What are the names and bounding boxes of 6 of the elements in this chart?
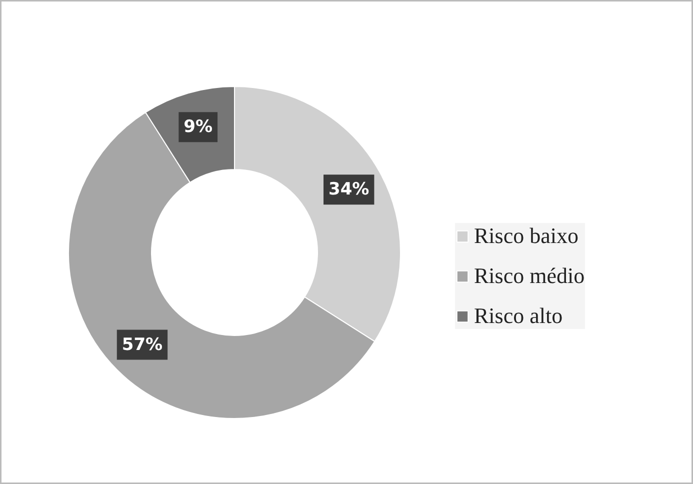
legend-label: Risco alto [474, 303, 563, 329]
data-label: 34% [328, 180, 370, 200]
legend-label: Risco baixo [474, 223, 578, 249]
legend-label: Risco médio [474, 263, 585, 289]
data-label: 57% [122, 334, 163, 355]
data-label: 9% [184, 117, 213, 138]
